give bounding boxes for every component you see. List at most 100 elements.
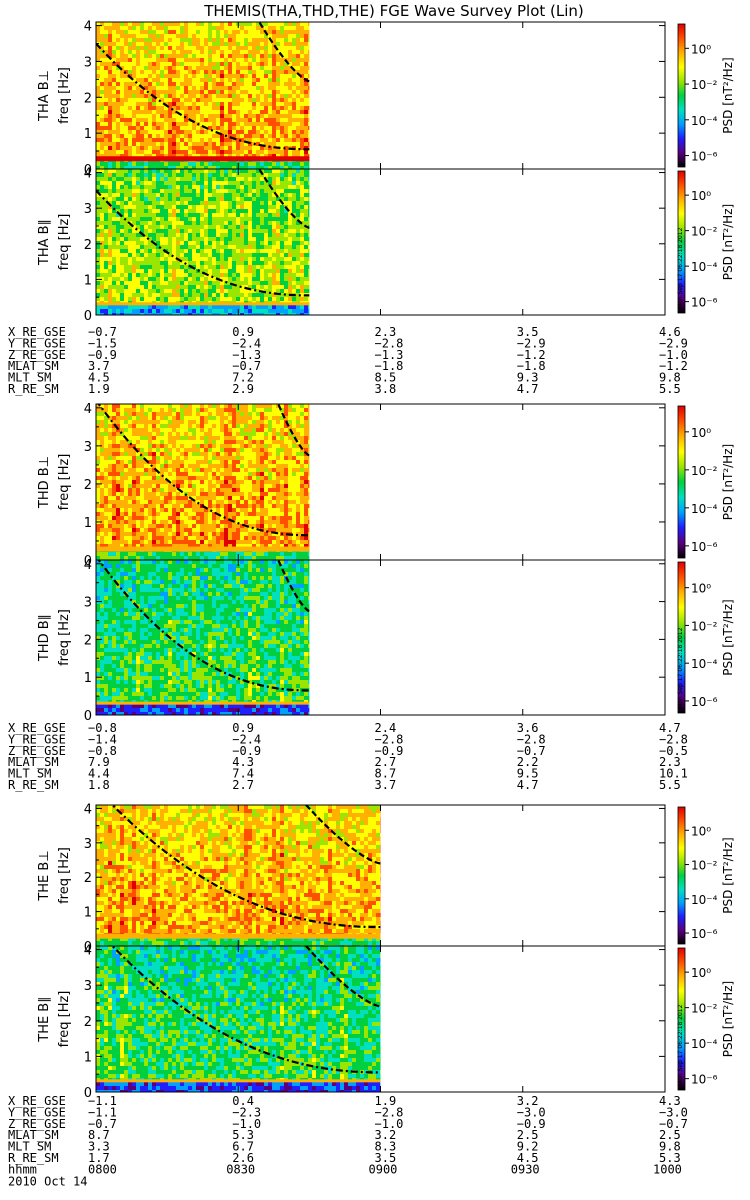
colorbar-label: PSD [nT²/Hz]	[721, 57, 735, 133]
colorbar-tick-label: 10⁻²	[691, 225, 718, 239]
ephemeris-value: −0.7	[88, 325, 117, 339]
ephemeris-value: 9.2	[517, 1140, 539, 1154]
freq-tick-label: 2	[84, 478, 92, 493]
ephemeris-value: −2.8	[659, 732, 688, 746]
colorbar-tick-label: 10⁻⁴	[691, 1037, 718, 1051]
spectrogram-cells	[96, 560, 310, 715]
ephemeris-value: 2.7	[375, 755, 397, 769]
ephemeris-value: 0.9	[232, 721, 254, 735]
ephemeris-value: 9.5	[517, 767, 539, 781]
colorbar-tick-label: 10⁻⁴	[691, 114, 718, 128]
ephemeris-value: 7.4	[232, 767, 254, 781]
colorbar-label: PSD [nT²/Hz]	[721, 444, 735, 520]
ephemeris-value: −1.3	[375, 348, 404, 362]
ephemeris-value: −0.7	[659, 1117, 688, 1131]
ephemeris-value: 2.3	[375, 325, 397, 339]
plot-timestamp: Mon Sep 17 06:22:18 2012	[677, 627, 684, 709]
freq-tick-label: 1	[84, 671, 92, 686]
ephemeris-value: 8.5	[375, 371, 397, 385]
time-axis-label: hhmm	[8, 1162, 37, 1176]
ephemeris-value: −0.7	[232, 359, 261, 373]
ephemeris-row-name: R_RE_SM	[8, 778, 59, 792]
panel-ylabel: THA B⊥	[37, 70, 52, 122]
freq-tick-label: 1	[84, 516, 92, 531]
ephemeris-value: −1.1	[88, 1105, 117, 1119]
ephemeris-value: 4.5	[517, 1151, 539, 1165]
spectrogram-panel-thd-perp: 0 1 2 3 4 THD B⊥ freq [Hz] 10⁰ 10⁻² 10⁻⁴ 10⁻⁶ PSD […	[37, 402, 735, 569]
freq-tick-label: 3	[84, 440, 92, 455]
ephemeris-value: −1.8	[375, 359, 404, 373]
time-tick-label: 0830	[226, 1162, 255, 1176]
freq-tick-label: 3	[84, 202, 92, 217]
ephemeris-row-name: MLAT_SM	[8, 359, 59, 373]
ephemeris-row-name: MLT_SM	[8, 371, 51, 385]
ephemeris-value: 2.7	[232, 778, 254, 792]
freq-tick-label: 0	[84, 1086, 92, 1101]
ephemeris-value: 6.7	[232, 1140, 254, 1154]
ephemeris-value: 8.7	[88, 1128, 110, 1142]
ephemeris-value: −0.8	[88, 744, 117, 758]
freq-tick-label: 0	[84, 309, 92, 324]
colorbar-label: PSD [nT²/Hz]	[721, 204, 735, 280]
ephemeris-value: 3.2	[375, 1128, 397, 1142]
ephemeris-value: 1.8	[88, 778, 110, 792]
freq-tick-label: 0	[84, 554, 92, 569]
upper-frequency-curve	[304, 946, 381, 1008]
spectral-line	[96, 546, 310, 552]
freq-tick-label: 3	[84, 979, 92, 994]
ephemeris-value: −2.8	[375, 1105, 404, 1119]
ephemeris-value: 3.7	[375, 778, 397, 792]
ephemeris-table-the: X_RE_GSE −1.1 0.4 1.9 3.2 4.3 Y_RE_GSE −1.1 −2.3…	[8, 1094, 688, 1165]
ephemeris-value: −2.4	[232, 732, 261, 746]
colorbar-tick-label: 10⁻⁶	[691, 540, 718, 554]
spectrogram-cells	[96, 22, 310, 169]
freq-tick-label: 4	[84, 167, 92, 182]
ephemeris-row-name: X_RE_GSE	[8, 325, 66, 339]
colorbar-tick-label: 10⁻⁴	[691, 657, 718, 671]
freq-tick-label: 2	[84, 1015, 92, 1030]
spectrogram-panel-tha-perp: 0 1 2 3 4 THA B⊥ freq [Hz] 10⁰ 10⁻² 10⁻⁴ 10⁻⁶ PSD […	[37, 20, 735, 178]
ephemeris-value: −2.9	[659, 336, 688, 350]
spectral-line	[96, 302, 310, 306]
ephemeris-value: −1.3	[232, 348, 261, 362]
colorbar: 10⁰ 10⁻² 10⁻⁴ 10⁻⁶ PSD [nT²/Hz] Mon Sep 17 06…	[677, 561, 735, 714]
colorbar-tick-label: 10⁻⁶	[691, 150, 718, 164]
ephemeris-value: 2.2	[517, 755, 539, 769]
ephemeris-row-name: Z_RE_GSE	[8, 348, 66, 362]
ephemeris-row-name: X_RE_GSE	[8, 1094, 66, 1108]
ephemeris-value: 2.4	[375, 721, 397, 735]
ephemeris-value: 2.9	[232, 382, 254, 396]
ephemeris-value: 3.3	[88, 1140, 110, 1154]
colorbar-label: PSD [nT²/Hz]	[721, 599, 735, 675]
ephemeris-value: −0.9	[375, 744, 404, 758]
freq-tick-label: 2	[84, 871, 92, 886]
colorbar: 10⁰ 10⁻² 10⁻⁴ 10⁻⁶ PSD [nT²/Hz] Mon Sep 17 06…	[677, 170, 735, 314]
spectral-line	[96, 701, 310, 705]
panel-ylabel: THE B⊥	[37, 850, 52, 901]
ephemeris-value: 9.3	[517, 371, 539, 385]
freq-axis-label: freq [Hz]	[57, 991, 72, 1048]
colorbar: 10⁰ 10⁻² 10⁻⁴ 10⁻⁶ PSD [nT²/Hz] Mon Sep 17 06…	[677, 947, 735, 1091]
colorbar-tick-label: 10⁻⁶	[691, 1073, 718, 1087]
freq-tick-label: 4	[84, 802, 92, 817]
ephemeris-row-name: R_RE_SM	[8, 382, 59, 396]
ephemeris-value: 5.3	[659, 1151, 681, 1165]
spectral-line	[96, 933, 381, 939]
spectrogram-cells	[96, 805, 381, 946]
colorbar-tick-label: 10⁻⁶	[691, 296, 718, 310]
freq-tick-label: 0	[84, 709, 92, 724]
ephemeris-value: −1.4	[88, 732, 117, 746]
date-label: 2010 Oct 14	[8, 1174, 87, 1188]
ephemeris-value: 8.3	[375, 1140, 397, 1154]
freq-tick-label: 1	[84, 1050, 92, 1065]
spectral-line	[96, 1079, 381, 1083]
lower-frequency-curve	[97, 404, 310, 537]
ephemeris-value: −0.5	[659, 744, 688, 758]
ephemeris-value: −1.0	[375, 1117, 404, 1131]
freq-axis-label: freq [Hz]	[57, 214, 72, 271]
ephemeris-value: −0.9	[517, 1117, 546, 1131]
ephemeris-value: 2.5	[659, 1128, 681, 1142]
figure-title: THEMIS(THA,THD,THE) FGE Wave Survey Plot…	[203, 2, 584, 20]
colorbar-tick-label: 10⁻⁴	[691, 260, 718, 274]
